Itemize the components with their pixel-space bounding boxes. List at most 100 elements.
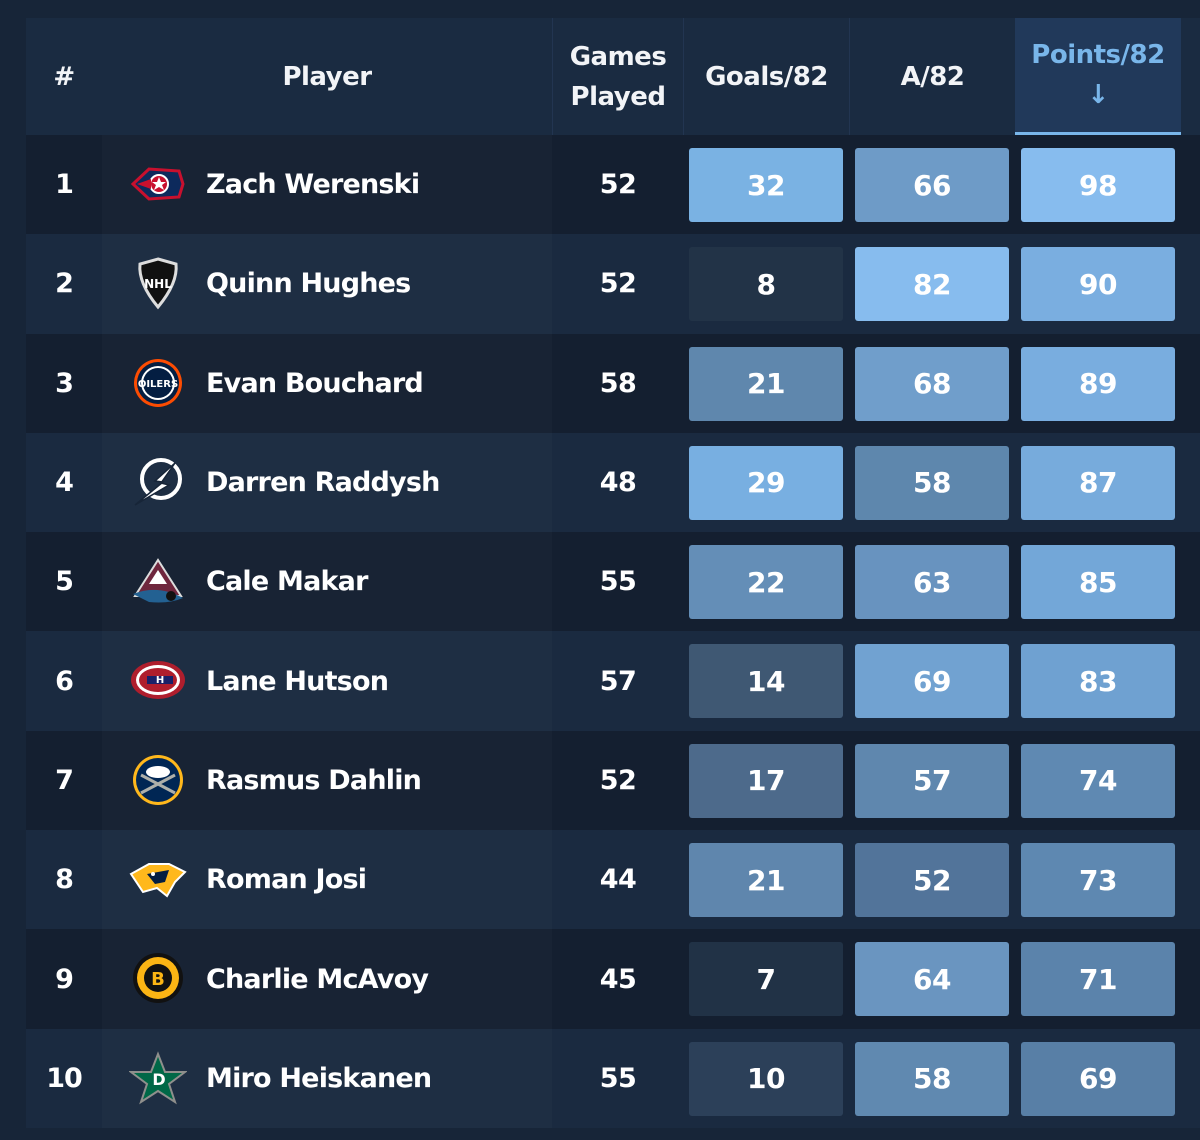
points-column-header[interactable]: Points/82 ↓ bbox=[1015, 18, 1181, 135]
colorado-avalanche-logo-icon bbox=[129, 554, 187, 608]
rank-cell: 2 bbox=[55, 268, 74, 300]
goals-per-82-cell: 21 bbox=[689, 843, 843, 918]
player-name-link[interactable]: Evan Bouchard bbox=[206, 367, 424, 399]
points-per-82-cell: 71 bbox=[1021, 942, 1175, 1017]
rank-cell: 4 bbox=[55, 467, 74, 499]
table-header: # Player Games Played Goals/82 A/82 Poin… bbox=[26, 18, 1200, 135]
player-name-link[interactable]: Rasmus Dahlin bbox=[206, 764, 422, 796]
tampa-bay-lightning-logo-icon bbox=[129, 455, 187, 509]
table-row[interactable]: 2 NHL Quinn Hughes 52 8 82 90 bbox=[26, 234, 1200, 334]
goals-per-82-cell: 14 bbox=[689, 644, 843, 719]
table-row[interactable]: 8 Roman Josi 44 21 52 73 bbox=[26, 830, 1200, 930]
nashville-predators-logo-icon bbox=[129, 852, 187, 906]
rank-cell: 1 bbox=[55, 169, 74, 201]
svg-text:OILERS: OILERS bbox=[138, 379, 178, 390]
player-header-label: Player bbox=[282, 61, 372, 92]
goals-per-82-cell: 32 bbox=[689, 148, 843, 222]
dallas-stars-logo-icon: D bbox=[128, 1050, 188, 1105]
assists-per-82-cell: 82 bbox=[855, 247, 1009, 322]
points-per-82-cell: 89 bbox=[1021, 346, 1175, 421]
assists-per-82-cell: 66 bbox=[855, 148, 1009, 222]
column-divider bbox=[849, 18, 850, 135]
svg-text:NHL: NHL bbox=[144, 277, 172, 291]
assists-per-82-cell: 58 bbox=[855, 1041, 1009, 1116]
points-per-82-cell: 73 bbox=[1021, 843, 1175, 918]
edmonton-oilers-logo-icon: OILERS bbox=[129, 356, 187, 410]
column-divider bbox=[683, 18, 684, 135]
games-played-cell: 44 bbox=[599, 864, 637, 896]
player-name-link[interactable]: Cale Makar bbox=[206, 566, 368, 598]
sort-descending-arrow-icon: ↓ bbox=[1087, 80, 1109, 110]
assists-column-header[interactable]: A/82 bbox=[850, 18, 1015, 135]
nhl-logo-icon: NHL bbox=[129, 256, 187, 310]
player-name-link[interactable]: Charlie McAvoy bbox=[206, 963, 429, 995]
goals-per-82-cell: 17 bbox=[689, 743, 843, 818]
goals-per-82-cell: 29 bbox=[689, 445, 843, 520]
games-played-cell: 58 bbox=[599, 367, 637, 399]
table-row[interactable]: 3 OILERS Evan Bouchard 58 21 68 89 bbox=[26, 333, 1200, 433]
column-divider bbox=[552, 18, 553, 135]
points-per-82-cell: 69 bbox=[1021, 1041, 1175, 1116]
player-name-link[interactable]: Darren Raddysh bbox=[206, 467, 440, 499]
player-column-header[interactable]: Player bbox=[102, 18, 552, 135]
points-header-label: Points/82 bbox=[1031, 40, 1165, 70]
rank-cell: 5 bbox=[55, 566, 74, 598]
games-header-line1: Games bbox=[569, 41, 667, 72]
games-played-cell: 57 bbox=[599, 665, 637, 697]
assists-per-82-cell: 69 bbox=[855, 644, 1009, 719]
games-played-cell: 55 bbox=[599, 1062, 637, 1094]
games-played-cell: 55 bbox=[599, 566, 637, 598]
leaderboard-table: # Player Games Played Goals/82 A/82 Poin… bbox=[26, 18, 1200, 1128]
assists-per-82-cell: 63 bbox=[855, 545, 1009, 620]
goals-per-82-cell: 10 bbox=[689, 1041, 843, 1116]
player-name-link[interactable]: Roman Josi bbox=[206, 864, 367, 896]
rank-cell: 8 bbox=[55, 864, 74, 896]
player-name-link[interactable]: Lane Hutson bbox=[206, 665, 389, 697]
table-row[interactable]: 10 D Miro Heiskanen 55 10 58 69 bbox=[26, 1028, 1200, 1128]
games-played-cell: 52 bbox=[599, 764, 637, 796]
buffalo-sabres-logo-icon bbox=[129, 753, 187, 807]
table-row[interactable]: 7 Rasmus Dahlin 52 17 57 74 bbox=[26, 730, 1200, 831]
goals-per-82-cell: 8 bbox=[689, 247, 843, 322]
rank-cell: 9 bbox=[55, 963, 74, 995]
player-name-link[interactable]: Miro Heiskanen bbox=[206, 1062, 432, 1094]
points-per-82-cell: 90 bbox=[1021, 247, 1175, 322]
games-header-line2: Played bbox=[570, 81, 666, 112]
points-per-82-cell: 74 bbox=[1021, 743, 1175, 818]
assists-per-82-cell: 64 bbox=[855, 942, 1009, 1017]
games-played-cell: 45 bbox=[599, 963, 637, 995]
assists-per-82-cell: 68 bbox=[855, 346, 1009, 421]
player-name-link[interactable]: Zach Werenski bbox=[206, 169, 420, 201]
games-played-column-header[interactable]: Games Played bbox=[553, 18, 683, 135]
goals-column-header[interactable]: Goals/82 bbox=[684, 18, 849, 135]
svg-text:B: B bbox=[151, 969, 165, 990]
rank-cell: 6 bbox=[55, 665, 74, 697]
rank-column-header[interactable]: # bbox=[26, 18, 102, 135]
points-per-82-cell: 98 bbox=[1021, 148, 1175, 222]
montreal-canadiens-logo-icon: H bbox=[129, 653, 187, 707]
table-body: 1 Zach Werenski 52 32 66 98 2 NHL Quinn … bbox=[26, 135, 1200, 1128]
svg-text:D: D bbox=[152, 1070, 165, 1089]
table-row[interactable]: 5 Cale Makar 55 22 63 85 bbox=[26, 532, 1200, 632]
table-row[interactable]: 1 Zach Werenski 52 32 66 98 bbox=[26, 135, 1200, 235]
assists-per-82-cell: 58 bbox=[855, 445, 1009, 520]
games-played-cell: 48 bbox=[599, 467, 637, 499]
table-row[interactable]: 9 B Charlie McAvoy 45 7 64 71 bbox=[26, 929, 1200, 1029]
table-row[interactable]: 6 H Lane Hutson 57 14 69 83 bbox=[26, 631, 1200, 731]
goals-per-82-cell: 22 bbox=[689, 545, 843, 620]
player-name-link[interactable]: Quinn Hughes bbox=[206, 268, 411, 300]
rank-cell: 10 bbox=[46, 1062, 83, 1094]
games-played-cell: 52 bbox=[599, 268, 637, 300]
goals-per-82-cell: 21 bbox=[689, 346, 843, 421]
games-played-cell: 52 bbox=[599, 169, 637, 201]
points-per-82-cell: 87 bbox=[1021, 445, 1175, 520]
points-per-82-cell: 85 bbox=[1021, 545, 1175, 620]
boston-bruins-logo-icon: B bbox=[129, 951, 187, 1005]
rank-cell: 7 bbox=[55, 764, 74, 796]
assists-header-label: A/82 bbox=[900, 61, 965, 92]
goals-header-label: Goals/82 bbox=[705, 61, 828, 92]
goals-per-82-cell: 7 bbox=[689, 942, 843, 1017]
rank-header-label: # bbox=[53, 61, 75, 92]
table-row[interactable]: 4 Darren Raddysh 48 29 58 87 bbox=[26, 432, 1200, 533]
assists-per-82-cell: 57 bbox=[855, 743, 1009, 818]
